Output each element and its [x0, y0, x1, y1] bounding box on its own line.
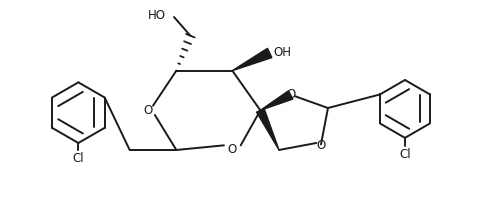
Text: O: O — [228, 143, 237, 156]
Text: Cl: Cl — [73, 152, 84, 165]
Polygon shape — [257, 109, 279, 150]
Text: O: O — [316, 139, 325, 152]
Text: O: O — [286, 87, 295, 100]
Text: Cl: Cl — [399, 148, 411, 161]
Text: O: O — [144, 104, 153, 117]
Polygon shape — [260, 91, 293, 110]
Text: HO: HO — [148, 9, 165, 22]
Polygon shape — [232, 48, 272, 71]
Text: OH: OH — [273, 46, 291, 59]
